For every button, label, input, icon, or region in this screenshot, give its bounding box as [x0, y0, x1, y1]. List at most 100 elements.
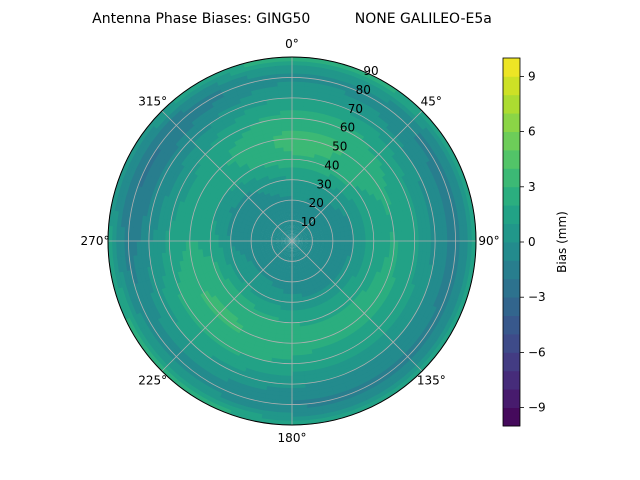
heatmap-cell: [288, 232, 291, 238]
heatmap-cell: [188, 109, 204, 123]
heatmap-cell: [291, 215, 295, 221]
heatmap-cell: [183, 155, 196, 169]
heatmap-cell: [303, 244, 309, 247]
heatmap-cell: [263, 230, 269, 235]
heatmap-cell: [133, 281, 143, 298]
heatmap-cell: [214, 267, 222, 277]
heatmap-cell: [179, 279, 189, 292]
heatmap-cell: [404, 124, 419, 140]
heatmap-cell: [346, 301, 357, 311]
heatmap-cell: [184, 202, 193, 215]
heatmap-cell: [142, 324, 156, 341]
heatmap-cell: [295, 237, 301, 240]
heatmap-cell: [296, 247, 301, 252]
heatmap-cell: [210, 152, 222, 164]
heatmap-cell: [385, 231, 391, 242]
heatmap-cell: [225, 377, 241, 388]
heatmap-cell: [292, 241, 294, 246]
heatmap-cell: [285, 229, 289, 234]
heatmap-cell: [284, 154, 293, 160]
heatmap-cell: [301, 247, 306, 252]
heatmap-cell: [437, 266, 446, 283]
heatmap-cell: [406, 283, 416, 298]
heatmap-cell: [244, 363, 259, 373]
heatmap-cell: [237, 314, 248, 324]
heatmap-cell: [358, 301, 368, 312]
heatmap-cell: [218, 207, 226, 217]
heatmap-cell: [293, 244, 296, 250]
heatmap-cell: [157, 331, 171, 348]
heatmap-cell: [351, 211, 359, 219]
heatmap-cell: [344, 245, 350, 252]
heatmap-cell: [202, 289, 212, 301]
heatmap-cell: [246, 402, 264, 411]
heatmap-cell: [393, 114, 409, 129]
heatmap-cell: [323, 231, 329, 236]
heatmap-cell: [193, 231, 199, 242]
heatmap-cell: [232, 151, 244, 161]
heatmap-cell: [236, 386, 253, 396]
heatmap-cell: [152, 177, 163, 193]
heatmap-cell: [194, 374, 211, 388]
heatmap-cell: [293, 228, 296, 234]
heatmap-cell: [316, 379, 331, 387]
heatmap-cell: [201, 327, 214, 339]
heatmap-cell: [408, 311, 421, 327]
heatmap-cell: [242, 371, 257, 381]
heatmap-cell: [205, 385, 222, 398]
heatmap-cell: [174, 162, 186, 177]
heatmap-cell: [206, 287, 216, 299]
heatmap-cell: [266, 240, 272, 244]
heatmap-cell: [170, 322, 183, 337]
heatmap-cell: [187, 158, 199, 172]
heatmap-cell: [297, 309, 306, 315]
heatmap-cell: [317, 293, 326, 301]
heatmap-cell: [137, 294, 148, 312]
heatmap-cell: [191, 195, 200, 207]
heatmap-cell: [291, 293, 298, 299]
heatmap-cell: [338, 336, 351, 346]
heatmap-cell: [291, 80, 307, 87]
heatmap-cell: [298, 162, 306, 169]
heatmap-cell: [259, 149, 270, 157]
heatmap-cell: [369, 171, 380, 183]
heatmap-cell: [355, 298, 365, 309]
heatmap-cell: [410, 207, 418, 221]
heatmap-cell: [446, 226, 453, 242]
heatmap-cell: [311, 313, 321, 321]
heatmap-cell: [386, 141, 400, 155]
heatmap-cell: [234, 240, 240, 247]
heatmap-cell: [392, 301, 403, 315]
heatmap-cell: [233, 306, 244, 316]
heatmap-cell: [377, 232, 383, 242]
heatmap-cell: [176, 292, 187, 306]
heatmap-cell: [171, 337, 186, 352]
heatmap-cell: [316, 167, 326, 175]
heatmap-cell: [324, 240, 330, 245]
heatmap-cell: [291, 219, 294, 225]
heatmap-cell: [296, 264, 300, 270]
heatmap-cell: [254, 237, 260, 242]
heatmap-cell: [280, 363, 293, 369]
heatmap-cell: [315, 145, 327, 153]
heatmap-cell: [461, 193, 470, 212]
heatmap-cell: [372, 314, 384, 326]
heatmap-cell: [247, 75, 265, 84]
heatmap-cell: [357, 312, 368, 324]
heatmap-cell: [250, 308, 260, 316]
heatmap-cell: [278, 248, 284, 254]
heatmap-cell: [249, 176, 258, 185]
heatmap-cell: [256, 141, 268, 149]
heatmap-cell: [279, 105, 293, 111]
heatmap-cell: [324, 234, 330, 239]
heatmap-cell: [287, 239, 292, 241]
heatmap-cell: [437, 280, 447, 297]
heatmap-cell: [212, 167, 223, 179]
heatmap-cell: [223, 353, 238, 365]
heatmap-cell: [296, 268, 301, 274]
heatmap-cell: [436, 311, 449, 328]
heatmap-cell: [199, 101, 216, 115]
heatmap-cell: [351, 364, 367, 376]
heatmap-cell: [322, 151, 333, 160]
heatmap-cell: [358, 351, 373, 363]
